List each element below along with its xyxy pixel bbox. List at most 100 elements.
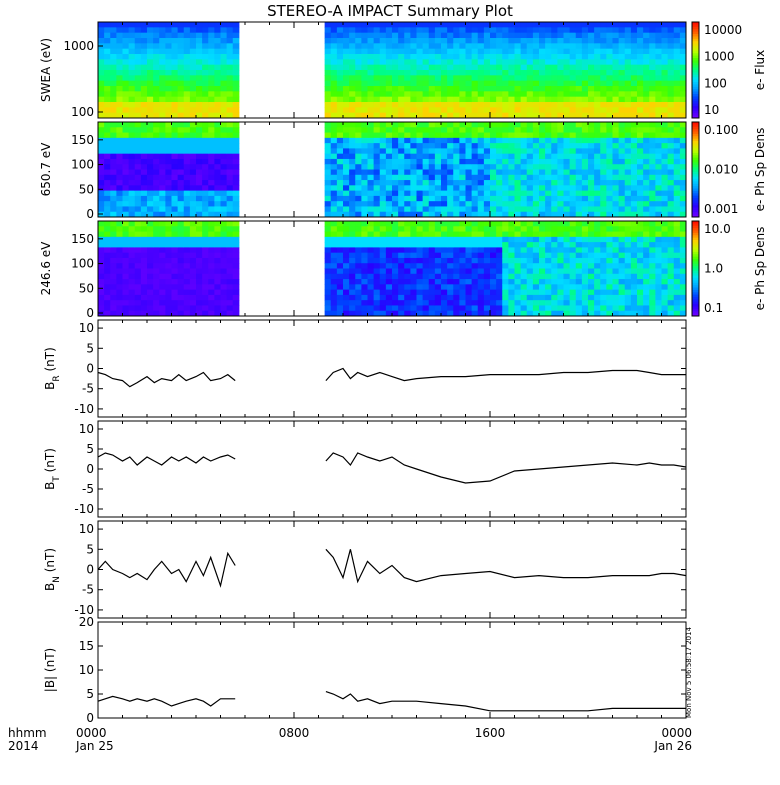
heatmap-cell [625,258,632,264]
heatmap-cell [502,75,509,81]
heatmap-cell [619,65,626,71]
heatmap-cell [147,22,154,28]
heatmap-cell [594,269,601,275]
y-tick-label: 0 [86,711,94,725]
heatmap-cell [110,247,117,253]
heatmap-cell [637,148,644,154]
heatmap-cell [521,122,528,128]
colorbar-tick-label: 1000 [704,50,735,64]
heatmap-cell [459,54,466,60]
heatmap-cell [392,159,399,165]
heatmap-cell [649,143,656,149]
heatmap-cell [104,305,111,311]
heatmap-cell [429,269,436,275]
heatmap-cell [662,102,669,108]
heatmap-cell [135,164,142,170]
heatmap-cell [600,97,607,103]
heatmap-cell [380,91,387,97]
heatmap-cell [435,59,442,65]
heatmap-cell [521,107,528,113]
heatmap-cell [570,232,577,238]
heatmap-cell [423,86,430,92]
heatmap-cell [214,284,221,290]
heatmap-cell [423,191,430,197]
heatmap-cell [386,305,393,311]
heatmap-cell [227,33,234,39]
heatmap-cell [110,122,117,128]
heatmap-cell [674,154,681,160]
heatmap-cell [110,43,117,49]
heatmap-cell [490,269,497,275]
heatmap-cell [545,138,552,144]
heatmap-cell [551,81,558,87]
heatmap-cell [662,164,669,170]
heatmap-cell [361,97,368,103]
heatmap-cell [392,175,399,181]
heatmap-cell [643,43,650,49]
heatmap-cell [606,70,613,76]
heatmap-cell [441,221,448,227]
heatmap-cell [331,201,338,207]
heatmap-cell [564,170,571,176]
heatmap-cell [392,91,399,97]
heatmap-cell [135,185,142,191]
heatmap-cell [533,247,540,253]
heatmap-cell [447,143,454,149]
heatmap-cell [613,59,620,65]
heatmap-cell [361,70,368,76]
heatmap-cell [184,49,191,55]
y-tick-label: 5 [86,442,94,456]
heatmap-cell [594,185,601,191]
heatmap-cell [600,170,607,176]
heatmap-cell [325,237,332,243]
heatmap-cell [178,54,185,60]
heatmap-cell [368,247,375,253]
heatmap-cell [116,175,123,181]
heatmap-cell [453,38,460,44]
heatmap-cell [515,300,522,306]
heatmap-cell [490,279,497,285]
heatmap-cell [227,91,234,97]
heatmap-cell [202,201,209,207]
heatmap-cell [588,138,595,144]
heatmap-cell [116,97,123,103]
heatmap-cell [521,191,528,197]
heatmap-cell [110,86,117,92]
heatmap-cell [202,154,209,160]
heatmap-cell [417,97,424,103]
heatmap-cell [674,43,681,49]
heatmap-cell [184,75,191,81]
heatmap-cell [576,290,583,296]
heatmap-cell [502,180,509,186]
heatmap-cell [484,127,491,133]
heatmap-cell [582,33,589,39]
heatmap-cell [674,86,681,92]
heatmap-cell [337,191,344,197]
heatmap-cell [649,253,656,259]
heatmap-cell [441,201,448,207]
heatmap-cell [527,290,534,296]
heatmap-cell [214,75,221,81]
heatmap-cell [613,97,620,103]
heatmap-cell [557,49,564,55]
heatmap-cell [527,180,534,186]
series-line-bt [98,453,686,483]
heatmap-cell [588,159,595,165]
heatmap-cell [655,206,662,212]
heatmap-cell [343,221,350,227]
heatmap-cell [361,33,368,39]
heatmap-cell [490,49,497,55]
heatmap-cell [594,201,601,207]
heatmap-cell [453,107,460,113]
heatmap-cell [539,201,546,207]
heatmap-cell [594,180,601,186]
heatmap-cell [129,133,136,139]
heatmap-cell [417,154,424,160]
heatmap-cell [221,290,228,296]
heatmap-cell [129,86,136,92]
heatmap-cell [135,305,142,311]
heatmap-cell [343,54,350,60]
heatmap-cell [655,154,662,160]
heatmap-cell [349,290,356,296]
